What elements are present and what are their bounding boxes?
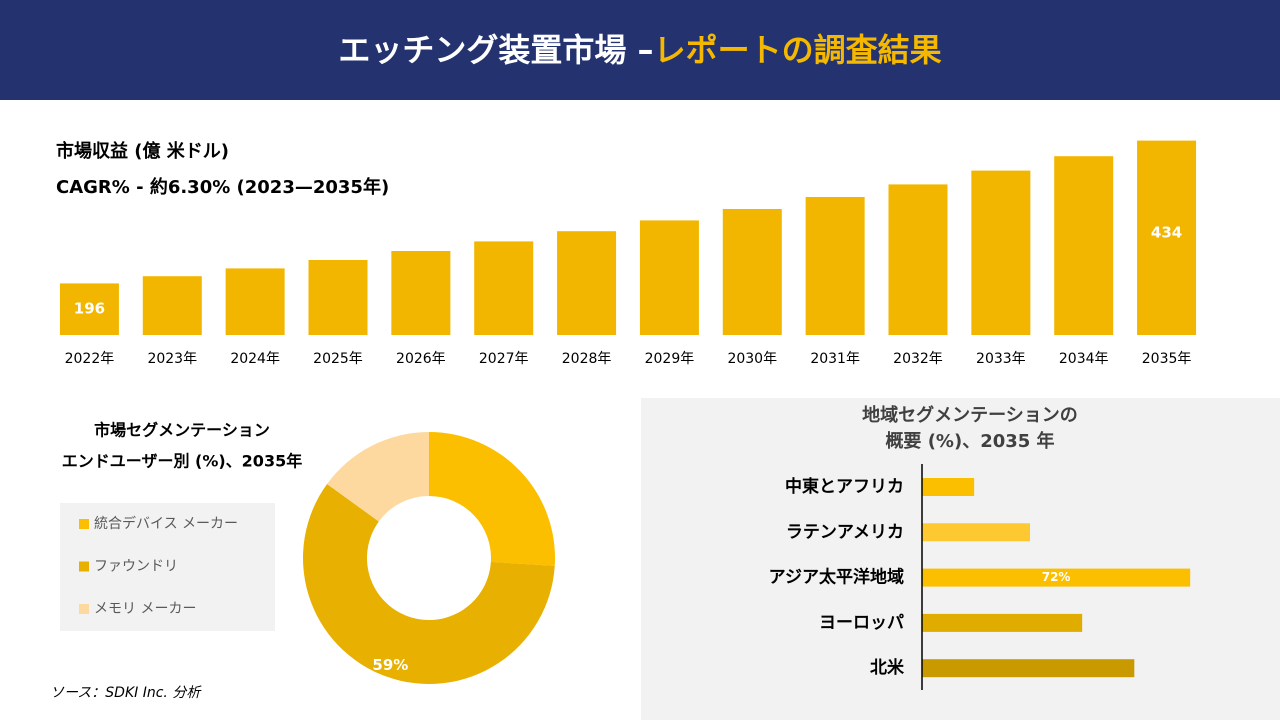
bar xyxy=(971,170,1031,335)
header-title: エッチング装置市場 –レポートの調査結果 xyxy=(338,31,941,69)
y-tick-label: 北米 xyxy=(870,657,905,678)
bar xyxy=(308,260,368,335)
y-tick-label: ラテンアメリカ xyxy=(786,522,904,542)
bar xyxy=(722,209,782,335)
legend-swatch xyxy=(79,604,89,614)
bar xyxy=(225,268,285,335)
chart-title: 地域セグメンテーションの xyxy=(862,404,1078,426)
chart-subtitle: 概要 (%)、2035 年 xyxy=(885,430,1054,452)
y-tick-label: ヨーロッパ xyxy=(819,613,904,633)
legend-box xyxy=(60,503,275,631)
x-tick-label: 2031年 xyxy=(810,351,860,367)
bar xyxy=(922,523,1031,542)
bar xyxy=(557,231,617,335)
legend-swatch xyxy=(79,519,89,529)
bar xyxy=(922,659,1135,678)
data-label: 59% xyxy=(372,656,408,674)
bar xyxy=(639,220,699,335)
donut-segment xyxy=(327,432,429,522)
bar xyxy=(391,251,451,335)
donut-segment xyxy=(302,483,555,685)
source-note: ソース：SDKI Inc. 分析 xyxy=(50,685,202,701)
data-label: 72% xyxy=(1042,570,1071,584)
bar xyxy=(1054,156,1114,335)
x-tick-label: 2033年 xyxy=(976,351,1026,367)
bar xyxy=(1137,140,1197,335)
bar xyxy=(142,276,202,335)
bar xyxy=(805,197,865,335)
x-tick-label: 2025年 xyxy=(313,351,363,367)
x-tick-label: 2030年 xyxy=(727,351,777,367)
x-tick-label: 2026年 xyxy=(396,351,446,367)
legend-swatch xyxy=(79,561,89,572)
data-label: 196 xyxy=(74,300,105,318)
header-title-main: エッチング装置市場 – xyxy=(338,31,653,69)
chart-title: 市場セグメンテーション xyxy=(94,421,270,440)
donut-segment xyxy=(429,432,555,566)
bar xyxy=(474,241,534,335)
data-label: 434 xyxy=(1151,224,1182,242)
bar xyxy=(922,613,1083,632)
x-tick-label: 2029年 xyxy=(645,351,695,367)
legend-label: ファウンドリ xyxy=(94,559,178,575)
x-tick-label: 2035年 xyxy=(1142,351,1192,367)
bar xyxy=(59,283,119,335)
x-tick-label: 2027年 xyxy=(479,351,529,367)
x-tick-label: 2032年 xyxy=(893,351,943,367)
y-tick-label: 中東とアフリカ xyxy=(785,476,904,497)
header-bar xyxy=(0,0,1280,100)
x-tick-label: 2023年 xyxy=(147,351,197,367)
chart-subtitle: CAGR% - 約6.30% (2023—2035年) xyxy=(56,176,389,198)
x-tick-label: 2024年 xyxy=(230,351,280,367)
y-tick-label: アジア太平洋地域 xyxy=(769,567,904,588)
x-tick-label: 2022年 xyxy=(65,351,115,367)
header-title-highlight: レポートの調査結果 xyxy=(654,31,942,69)
x-tick-label: 2034年 xyxy=(1059,351,1109,367)
x-tick-label: 2028年 xyxy=(562,351,612,367)
bar xyxy=(922,478,975,496)
legend-label: メモリ メーカー xyxy=(94,601,196,617)
bar xyxy=(922,568,1191,587)
legend-label: 統合デバイス メーカー xyxy=(94,515,238,532)
bar xyxy=(888,184,948,335)
chart-title: 市場収益 (億 米ドル) xyxy=(56,140,229,162)
chart-subtitle: エンドユーザー別 (%)、2035年 xyxy=(62,452,302,471)
